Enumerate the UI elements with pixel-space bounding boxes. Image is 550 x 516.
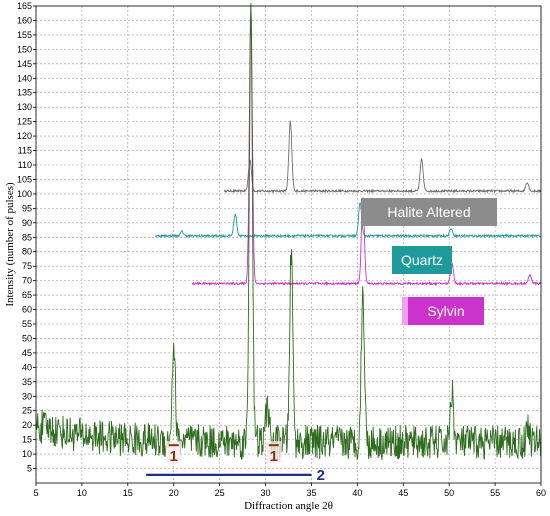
y-tick-label: 60 [22, 305, 32, 315]
annotation-label: 1 [170, 448, 178, 465]
y-tick-label: 50 [22, 333, 32, 343]
series-labels: Halite Altered Quartz Sylvin [361, 198, 497, 325]
y-tick-label: 130 [17, 102, 32, 112]
x-tick-label: 20 [169, 488, 179, 498]
series-line [192, 6, 542, 287]
y-tick-label: 145 [17, 59, 32, 69]
series-label-box [361, 198, 497, 226]
y-tick-label: 5 [27, 464, 32, 474]
x-tick-label: 10 [77, 488, 87, 498]
annotation-highlight [265, 441, 282, 464]
series-label-text: Halite Altered [387, 204, 470, 220]
y-tick-label: 55 [22, 319, 32, 329]
y-tick-label: 165 [17, 1, 32, 11]
series-group [35, 3, 542, 461]
annotation-label: 1 [270, 448, 278, 465]
y-tick-label: 115 [18, 146, 32, 156]
y-tick-label: 20 [22, 420, 32, 430]
y-tick-label: 45 [22, 348, 32, 358]
annotation-highlight [165, 441, 182, 464]
series-line [35, 3, 542, 461]
y-tick-label: 30 [22, 391, 32, 401]
y-tick-label: 80 [22, 247, 32, 257]
y-tick-label: 140 [17, 73, 32, 83]
y-axis-label: Intensity (number of pulses) [4, 182, 16, 307]
y-tick-label: 120 [17, 131, 32, 141]
x-axis-label: Diffraction angle 2θ [244, 500, 333, 512]
x-tick-label: 55 [490, 488, 500, 498]
y-tick-label: 70 [22, 276, 32, 286]
y-tick-label: 35 [22, 377, 32, 387]
series-label-text: Sylvin [427, 303, 464, 319]
x-tick-label: 25 [215, 488, 225, 498]
plot-frame [35, 5, 542, 484]
label-accent [402, 297, 408, 325]
x-tick-label: 5 [33, 488, 38, 498]
y-tick-label: 155 [17, 30, 32, 40]
series-label-box [408, 297, 484, 325]
y-tick-label: 85 [22, 232, 32, 242]
series-line [223, 120, 542, 194]
annotation-label: 2 [317, 467, 325, 484]
y-tick-label: 100 [17, 189, 32, 199]
x-tick-label: 60 [536, 488, 546, 498]
y-tick-label: 65 [22, 290, 32, 300]
annotations: 1 1 2 [146, 441, 325, 484]
x-tick-label: 50 [444, 488, 454, 498]
y-tick-label: 15 [22, 435, 32, 445]
y-tick-label: 25 [22, 406, 32, 416]
y-tick-label: 95 [22, 203, 32, 213]
grid [35, 5, 542, 483]
y-tick-label: 160 [17, 15, 32, 25]
y-tick-label: 110 [18, 160, 32, 170]
x-tick-label: 40 [352, 488, 362, 498]
series-label-box [392, 246, 452, 274]
y-tick-label: 150 [17, 44, 32, 54]
y-tick-label: 10 [22, 449, 32, 459]
x-tick-label: 45 [398, 488, 408, 498]
y-tick-label: 125 [17, 117, 32, 127]
y-tick-label: 135 [17, 88, 32, 98]
x-tick-label: 30 [261, 488, 271, 498]
y-tick-label: 105 [17, 174, 32, 184]
axes: 5101520253035404550556065707580859095100… [17, 1, 546, 498]
series-label-text: Quartz [401, 252, 443, 268]
x-tick-label: 35 [306, 488, 316, 498]
y-tick-label: 75 [22, 261, 32, 271]
x-tick-label: 15 [123, 488, 133, 498]
series-line [154, 202, 542, 239]
y-tick-label: 90 [22, 218, 32, 228]
y-tick-label: 40 [22, 362, 32, 372]
